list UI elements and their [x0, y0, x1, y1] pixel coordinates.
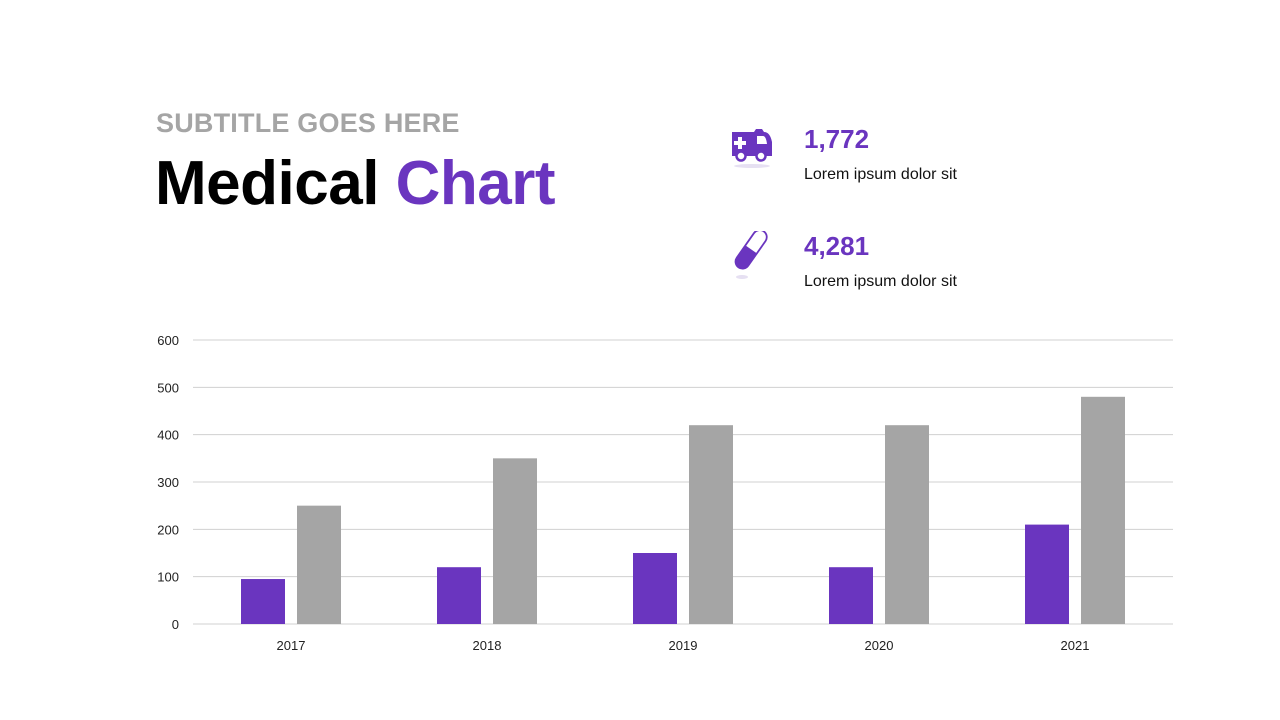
y-tick-label: 200 — [157, 522, 179, 537]
y-tick-label: 300 — [157, 475, 179, 490]
bar-2020-series-2 — [885, 425, 929, 624]
title-main: Medical — [155, 149, 379, 218]
bar-2017-series-2 — [297, 505, 341, 624]
bar-2020-series-1 — [829, 567, 873, 624]
title-accent: Chart — [395, 149, 556, 218]
bar-2018-series-2 — [493, 458, 537, 624]
bar-2017-series-1 — [241, 579, 285, 624]
stat-label: Lorem ipsum dolor sit — [804, 166, 957, 183]
x-tick-label: 2020 — [865, 638, 894, 653]
x-tick-label: 2019 — [669, 638, 698, 653]
x-tick-label: 2017 — [277, 638, 306, 653]
bar-2019-series-2 — [689, 425, 733, 624]
y-tick-label: 500 — [157, 380, 179, 395]
bar-2018-series-1 — [437, 567, 481, 624]
x-tick-label: 2018 — [473, 638, 502, 653]
stat-value: 1,772 — [804, 124, 870, 154]
subtitle: SUBTITLE GOES HERE — [156, 108, 460, 138]
bar-2019-series-1 — [633, 553, 677, 624]
ambulance-icon — [732, 129, 772, 168]
y-tick-label: 100 — [157, 570, 179, 585]
bar-2021-series-2 — [1081, 396, 1125, 624]
y-tick-label: 0 — [172, 617, 179, 632]
x-tick-label: 2021 — [1061, 638, 1090, 653]
stat-value: 4,281 — [804, 231, 870, 261]
stat-label: Lorem ipsum dolor sit — [804, 273, 957, 290]
pill-capsule-icon — [734, 231, 768, 279]
stat-ambulance: 1,772 Lorem ipsum dolor sit — [730, 124, 1030, 204]
y-tick-label: 400 — [157, 428, 179, 443]
y-tick-label: 600 — [157, 333, 179, 348]
page-title: Medical Chart — [155, 148, 556, 219]
stat-pill: 4,281 Lorem ipsum dolor sit — [730, 231, 1030, 311]
bar-2021-series-1 — [1025, 524, 1069, 624]
